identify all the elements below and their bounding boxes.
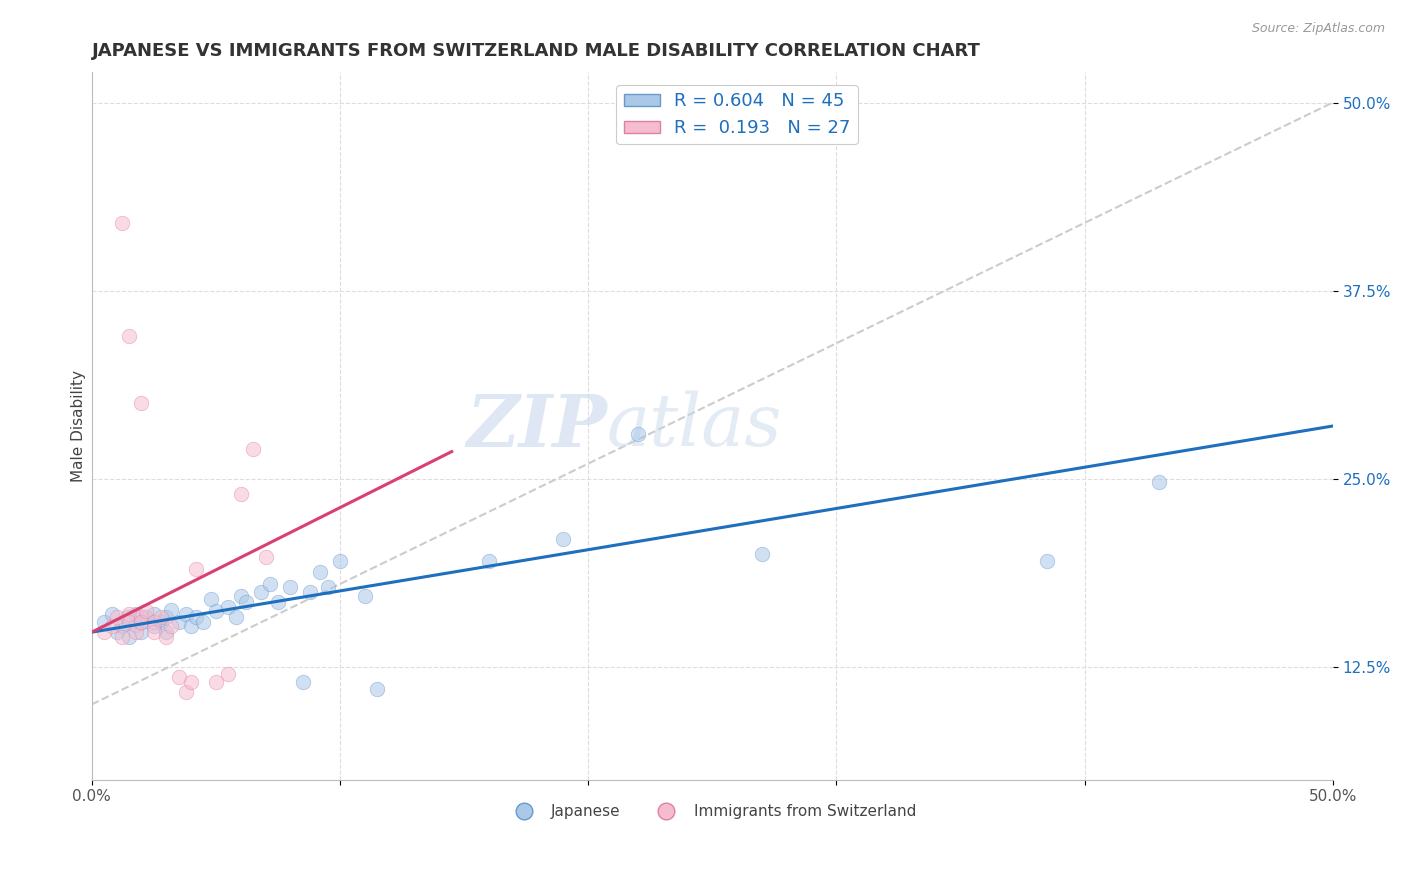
- Point: [125, 625, 148, 640]
- Text: atlas: atlas: [607, 391, 782, 461]
- Point: [751, 547, 773, 561]
- Point: [160, 602, 183, 616]
- Point: [155, 625, 177, 640]
- Point: [93, 625, 115, 640]
- Point: [100, 619, 122, 633]
- Point: [142, 625, 165, 640]
- Point: [160, 619, 183, 633]
- Point: [118, 630, 141, 644]
- Point: [627, 426, 650, 441]
- Point: [131, 615, 153, 629]
- Point: [174, 607, 197, 621]
- Point: [229, 589, 252, 603]
- Point: [225, 610, 247, 624]
- Point: [110, 216, 132, 230]
- Point: [242, 442, 264, 456]
- Point: [553, 532, 575, 546]
- Point: [118, 328, 141, 343]
- Point: [131, 625, 153, 640]
- Point: [110, 630, 132, 644]
- Text: Source: ZipAtlas.com: Source: ZipAtlas.com: [1251, 22, 1385, 36]
- Point: [180, 674, 202, 689]
- Point: [110, 619, 132, 633]
- Point: [193, 615, 215, 629]
- Point: [93, 615, 115, 629]
- Point: [135, 604, 157, 618]
- Point: [100, 607, 122, 621]
- Point: [155, 610, 177, 624]
- Point: [125, 607, 148, 621]
- Point: [1036, 554, 1059, 568]
- Point: [131, 615, 153, 629]
- Point: [142, 619, 165, 633]
- Point: [309, 565, 332, 579]
- Point: [174, 685, 197, 699]
- Point: [180, 619, 202, 633]
- Point: [118, 607, 141, 621]
- Point: [217, 599, 239, 614]
- Point: [131, 396, 153, 410]
- Point: [125, 617, 148, 632]
- Point: [249, 584, 271, 599]
- Legend: Japanese, Immigrants from Switzerland: Japanese, Immigrants from Switzerland: [502, 797, 922, 825]
- Point: [1147, 475, 1170, 489]
- Point: [316, 580, 339, 594]
- Point: [299, 584, 322, 599]
- Point: [142, 615, 165, 629]
- Point: [353, 589, 375, 603]
- Point: [150, 610, 173, 624]
- Point: [142, 607, 165, 621]
- Point: [254, 549, 277, 564]
- Point: [184, 610, 207, 624]
- Point: [205, 674, 228, 689]
- Point: [155, 630, 177, 644]
- Point: [259, 577, 281, 591]
- Point: [150, 615, 173, 629]
- Point: [235, 595, 257, 609]
- Point: [200, 592, 222, 607]
- Point: [267, 595, 290, 609]
- Point: [229, 487, 252, 501]
- Point: [291, 674, 314, 689]
- Point: [167, 615, 190, 629]
- Point: [184, 562, 207, 576]
- Point: [105, 610, 128, 624]
- Point: [478, 554, 501, 568]
- Point: [131, 610, 153, 624]
- Point: [217, 667, 239, 681]
- Point: [135, 610, 157, 624]
- Y-axis label: Male Disability: Male Disability: [72, 370, 86, 482]
- Point: [280, 580, 302, 594]
- Point: [115, 610, 138, 624]
- Point: [329, 554, 352, 568]
- Point: [366, 682, 388, 697]
- Point: [118, 615, 141, 629]
- Point: [167, 670, 190, 684]
- Text: ZIP: ZIP: [465, 391, 607, 461]
- Point: [205, 604, 228, 618]
- Text: JAPANESE VS IMMIGRANTS FROM SWITZERLAND MALE DISABILITY CORRELATION CHART: JAPANESE VS IMMIGRANTS FROM SWITZERLAND …: [91, 42, 980, 60]
- Point: [105, 625, 128, 640]
